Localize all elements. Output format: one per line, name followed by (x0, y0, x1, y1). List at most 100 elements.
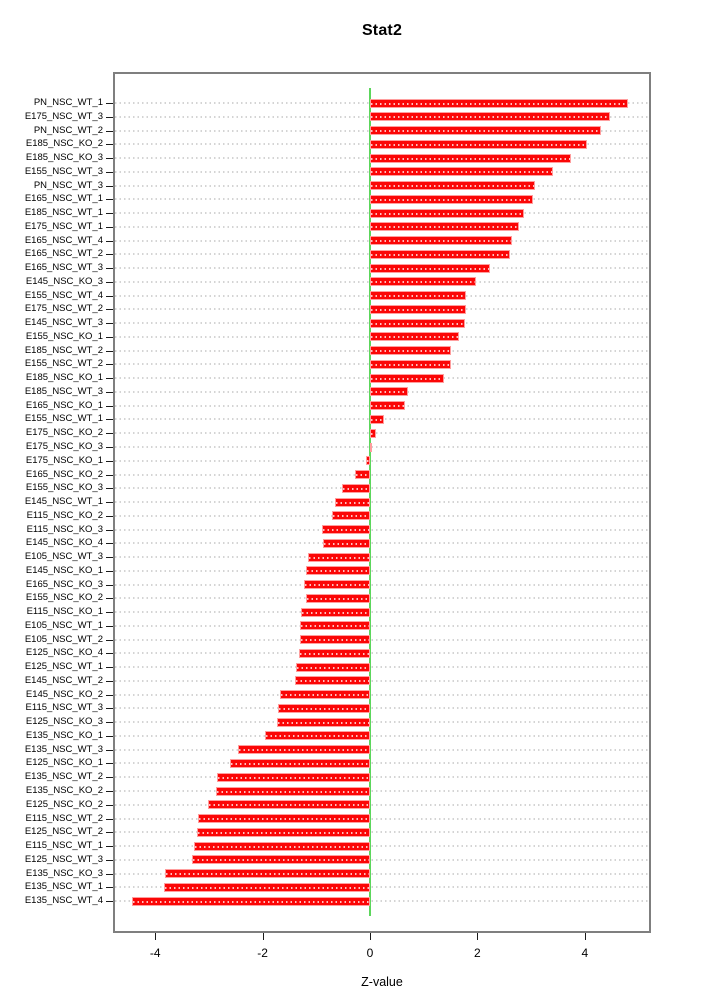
bar[interactable] (217, 772, 370, 782)
bar[interactable] (322, 525, 370, 535)
bar[interactable] (197, 814, 370, 824)
bar[interactable] (370, 263, 491, 273)
row-gridline (115, 803, 649, 806)
y-axis-tick (106, 846, 113, 848)
bar[interactable] (370, 126, 602, 136)
bar-dash-pattern (371, 418, 383, 421)
category-label: E115_NSC_KO_3 (26, 523, 103, 535)
y-axis-tick (106, 612, 113, 614)
bar[interactable] (280, 690, 370, 700)
bar[interactable] (370, 139, 588, 149)
row-gridline (115, 624, 649, 627)
y-axis-tick (106, 295, 113, 297)
x-axis-tick-label: 2 (474, 946, 481, 960)
bar[interactable] (237, 745, 370, 755)
bar[interactable] (370, 181, 535, 191)
bar-dash-pattern (193, 859, 369, 862)
row-gridline (115, 790, 649, 792)
bar[interactable] (331, 511, 370, 521)
bar[interactable] (370, 359, 451, 369)
category-label: E145_NSC_WT_2 (24, 674, 103, 686)
x-axis-tick-label: -4 (149, 946, 161, 960)
bar[interactable] (370, 414, 384, 424)
bar[interactable] (295, 676, 370, 686)
bar[interactable] (192, 855, 370, 865)
bar[interactable] (300, 607, 370, 617)
bar[interactable] (194, 841, 370, 851)
bar[interactable] (165, 869, 370, 879)
bar[interactable] (370, 153, 572, 163)
bar[interactable] (354, 470, 370, 480)
category-label: E105_NSC_WT_1 (24, 619, 103, 631)
bar[interactable] (370, 98, 629, 108)
bar[interactable] (370, 222, 519, 232)
row-gridline (115, 776, 649, 779)
bar[interactable] (307, 552, 370, 562)
bar[interactable] (370, 346, 452, 356)
category-label: PN_NSC_WT_2 (33, 124, 103, 136)
bar[interactable] (322, 538, 370, 548)
bar[interactable] (370, 304, 466, 314)
bar[interactable] (335, 497, 370, 507)
y-axis-tick (106, 887, 113, 889)
bar-dash-pattern (301, 625, 369, 628)
category-label: E185_NSC_WT_3 (24, 385, 103, 397)
row-gridline (115, 831, 649, 834)
bar-dash-pattern (371, 212, 523, 215)
bar[interactable] (215, 786, 370, 796)
row-gridline (115, 569, 649, 572)
category-label: E185_NSC_KO_3 (25, 152, 103, 164)
bar[interactable] (264, 731, 370, 741)
bar[interactable] (370, 249, 510, 259)
bar[interactable] (278, 703, 370, 713)
y-axis-tick (106, 529, 113, 531)
bar[interactable] (370, 236, 513, 246)
bar[interactable] (230, 758, 370, 768)
bar-dash-pattern (166, 873, 369, 876)
row-gridline (115, 721, 649, 724)
bar[interactable] (370, 277, 477, 287)
row-gridline (115, 762, 649, 765)
bar[interactable] (295, 662, 370, 672)
bar[interactable] (370, 208, 524, 218)
bar[interactable] (370, 442, 373, 452)
bar[interactable] (370, 167, 553, 177)
bar[interactable] (306, 566, 370, 576)
bar[interactable] (300, 635, 370, 645)
bar-dash-pattern (371, 102, 628, 105)
bar[interactable] (208, 800, 370, 810)
bar[interactable] (132, 896, 370, 906)
bar[interactable] (370, 428, 377, 438)
y-axis-tick (106, 515, 113, 517)
bar[interactable] (370, 373, 445, 383)
bar-dash-pattern (238, 749, 369, 752)
bar-dash-pattern (305, 584, 369, 587)
y-axis-tick (106, 502, 113, 504)
row-gridline (115, 446, 649, 448)
bar[interactable] (342, 483, 370, 493)
bar[interactable] (370, 112, 611, 122)
row-gridline (115, 528, 649, 531)
bar[interactable] (196, 827, 370, 837)
x-axis-tick-label: 0 (366, 946, 374, 960)
category-label: E155_NSC_WT_1 (24, 413, 103, 425)
y-axis-tick (106, 584, 113, 586)
bar[interactable] (300, 621, 370, 631)
y-axis-tick (106, 818, 113, 820)
bar-dash-pattern (332, 515, 369, 518)
bar-dash-pattern (231, 762, 369, 765)
bar[interactable] (365, 456, 370, 466)
bar[interactable] (277, 717, 370, 727)
bar[interactable] (370, 401, 406, 411)
bar[interactable] (164, 882, 370, 892)
bar[interactable] (370, 291, 467, 301)
bar[interactable] (370, 194, 534, 204)
category-label: E185_NSC_WT_1 (24, 207, 103, 219)
bar[interactable] (370, 318, 465, 328)
bar[interactable] (304, 580, 370, 590)
bar[interactable] (370, 332, 460, 342)
y-axis-tick (106, 680, 113, 682)
bar[interactable] (370, 387, 409, 397)
bar[interactable] (299, 648, 370, 658)
bar[interactable] (305, 593, 370, 603)
